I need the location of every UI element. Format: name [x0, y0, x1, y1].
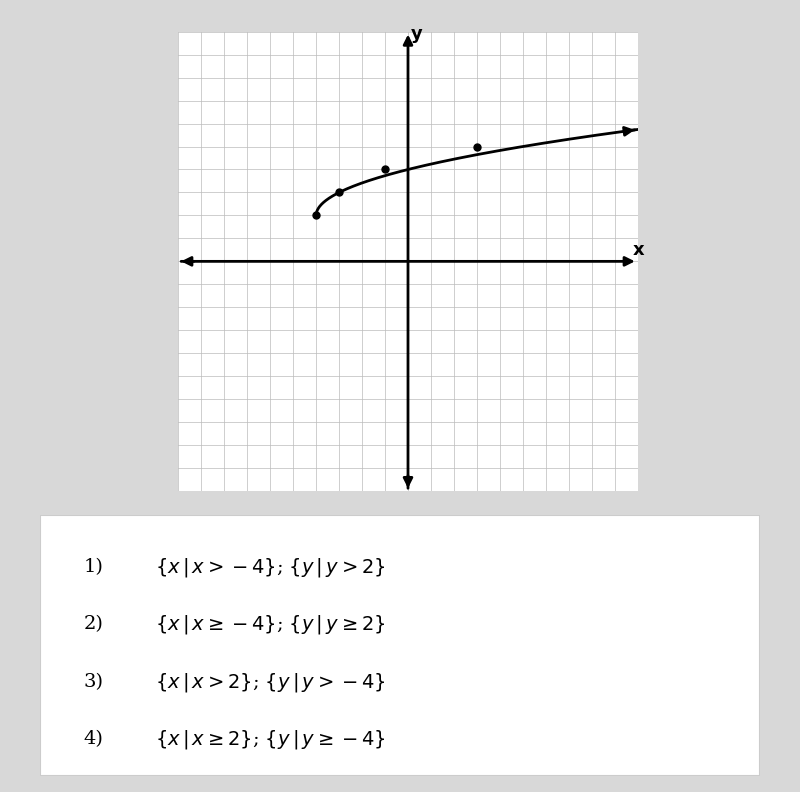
Text: 1): 1) [83, 558, 103, 576]
Text: 2): 2) [83, 615, 103, 634]
Text: y: y [411, 25, 423, 43]
Text: $\{x\,|\,x > -4\}$; $\{y\,|\,y > 2\}$: $\{x\,|\,x > -4\}$; $\{y\,|\,y > 2\}$ [155, 555, 386, 579]
Text: $\{x\,|\,x > 2\}$; $\{y\,|\,y > -4\}$: $\{x\,|\,x > 2\}$; $\{y\,|\,y > -4\}$ [155, 671, 386, 694]
Text: x: x [633, 241, 645, 259]
Text: $\{x\,|\,x \geq 2\}$; $\{y\,|\,y \geq -4\}$: $\{x\,|\,x \geq 2\}$; $\{y\,|\,y \geq -4… [155, 728, 386, 751]
Text: 3): 3) [83, 673, 103, 691]
Text: 4): 4) [83, 730, 103, 748]
Text: $\{x\,|\,x \geq -4\}$; $\{y\,|\,y \geq 2\}$: $\{x\,|\,x \geq -4\}$; $\{y\,|\,y \geq 2… [155, 613, 386, 636]
FancyBboxPatch shape [40, 515, 760, 776]
